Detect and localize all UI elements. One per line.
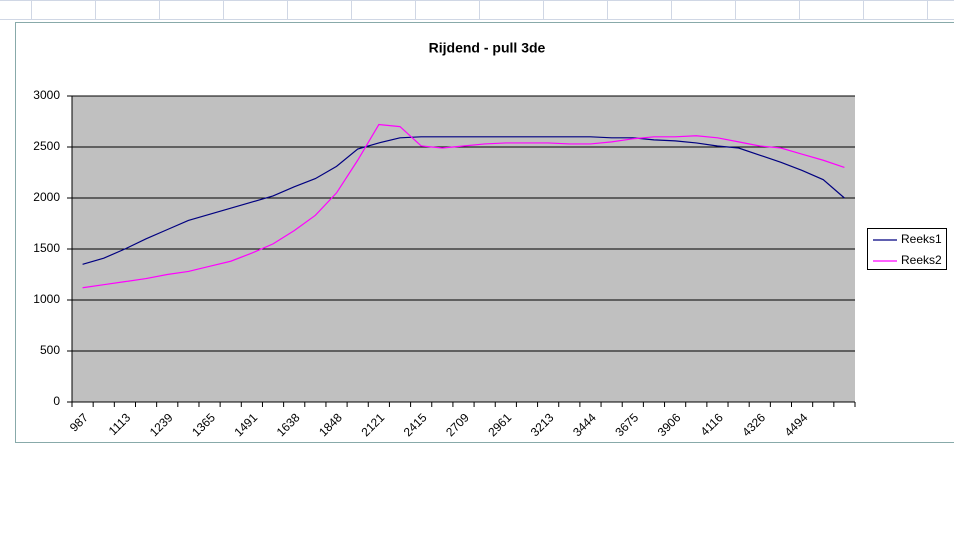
- legend-label: Reeks1: [901, 232, 942, 246]
- series-line: [82, 123, 845, 289]
- chart-title: Rijdend - pull 3de: [429, 40, 546, 56]
- legend: [867, 228, 947, 270]
- y-tick-label: 3000: [33, 88, 60, 102]
- legend-label: Reeks2: [901, 253, 942, 267]
- y-tick-label: 1000: [33, 292, 60, 306]
- y-tick-label: 500: [40, 343, 60, 357]
- sheet-grid: [0, 0, 954, 20]
- y-tick-label: 2500: [33, 139, 60, 153]
- series-line: [82, 136, 845, 265]
- y-tick-label: 2000: [33, 190, 60, 204]
- y-tick-label: 0: [53, 394, 60, 408]
- y-tick-label: 1500: [33, 241, 60, 255]
